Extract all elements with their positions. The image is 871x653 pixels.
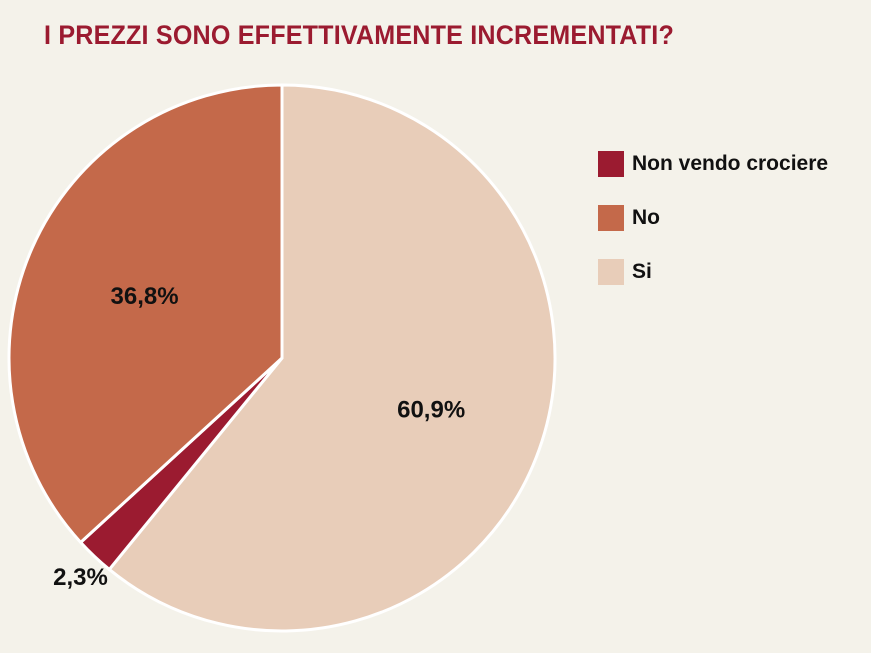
legend-label: No bbox=[632, 206, 660, 229]
slice-value-label: 36,8% bbox=[111, 283, 179, 310]
legend-label: Non vendo crociere bbox=[632, 152, 829, 175]
legend-item-non-vendo-crociere: Non vendo crociere bbox=[598, 147, 828, 181]
chart-title: I PREZZI SONO EFFETTIVAMENTE INCREMENTAT… bbox=[44, 20, 674, 50]
slice-value-label: 60,9% bbox=[397, 397, 465, 424]
legend: Non vendo crociere No Si bbox=[598, 147, 828, 309]
pie-slice-si bbox=[107, 83, 557, 633]
slice-value-label: 2,3% bbox=[53, 564, 108, 591]
legend-swatch bbox=[598, 205, 624, 231]
legend-item-no: No bbox=[598, 201, 828, 235]
pie-slice-no bbox=[7, 83, 284, 544]
legend-label: Si bbox=[632, 260, 652, 283]
legend-swatch bbox=[598, 151, 624, 177]
legend-item-si: Si bbox=[598, 255, 828, 289]
legend-swatch bbox=[598, 259, 624, 285]
